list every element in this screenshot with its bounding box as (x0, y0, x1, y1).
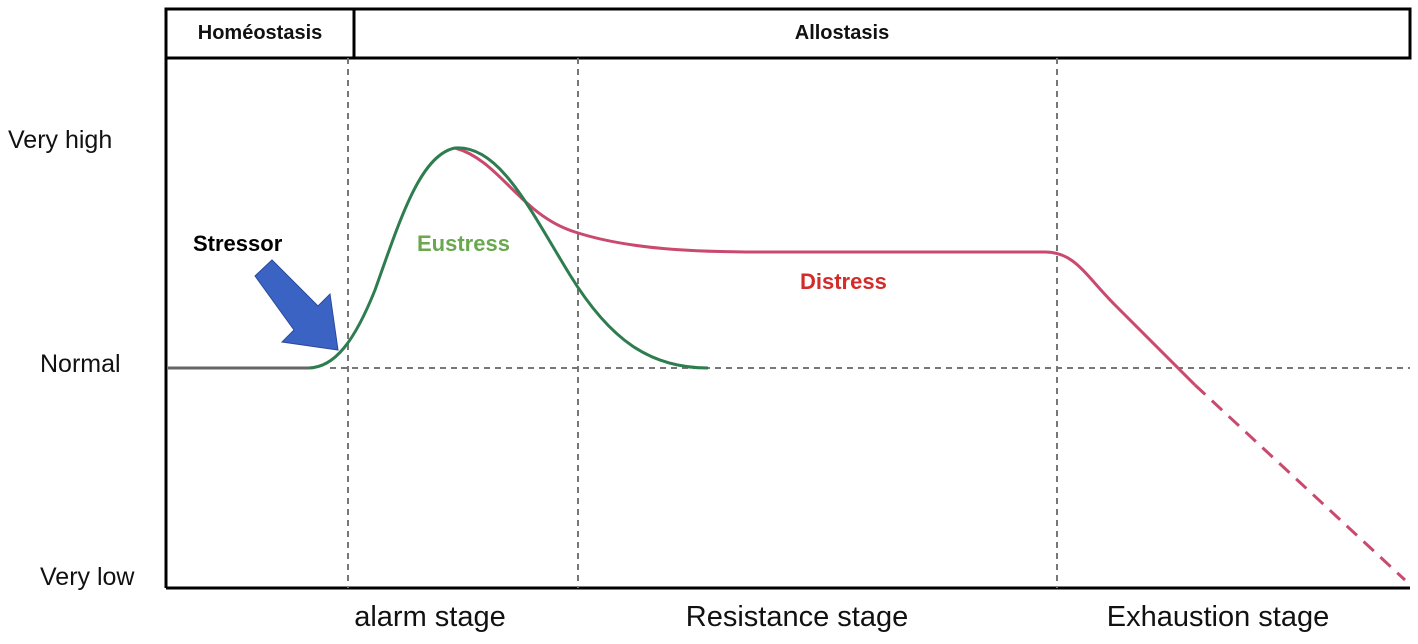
y-label-normal: Normal (40, 350, 121, 378)
header-band (164, 7, 1412, 60)
stage-label-exhaustion: Exhaustion stage (1107, 601, 1329, 633)
stressor-label: Stressor (193, 231, 283, 256)
stage-label-resistance: Resistance stage (686, 601, 908, 633)
homeostasis-label: Homéostasis (198, 22, 323, 44)
distress-label: Distress (800, 269, 887, 294)
distress-curve (454, 146, 1197, 387)
distress-curve-projection (1193, 383, 1407, 582)
eustress-label: Eustress (417, 231, 510, 256)
arrow-down-right-icon (254, 259, 339, 351)
allostasis-label: Allostasis (795, 22, 889, 44)
y-label-very-low: Very low (40, 563, 135, 591)
y-label-very-high: Very high (8, 126, 112, 154)
stage-label-alarm: alarm stage (354, 601, 506, 633)
eustress-curve (168, 146, 709, 370)
